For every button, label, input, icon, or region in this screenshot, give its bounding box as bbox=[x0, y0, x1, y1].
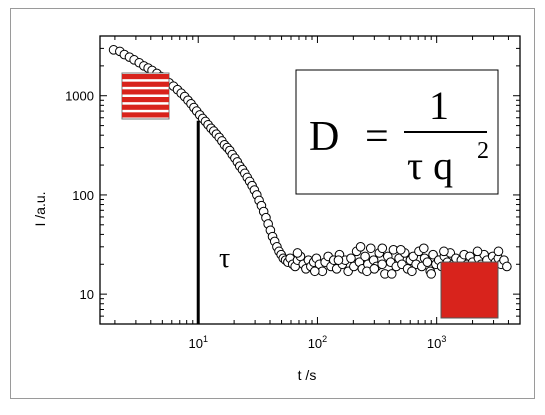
x-tick-label: 101 bbox=[188, 334, 207, 351]
x-axis-title: t /s bbox=[298, 367, 317, 383]
x-tick-label: 102 bbox=[308, 334, 327, 351]
stripe-frame bbox=[121, 72, 170, 120]
plot-border bbox=[99, 35, 521, 325]
data-point bbox=[426, 269, 437, 279]
chart-frame: 101 102 103 10 100 1000 τ D = 1 τ q 2 I /a.u.… bbox=[10, 8, 535, 399]
stripe bbox=[122, 104, 169, 110]
data-point bbox=[428, 249, 438, 260]
data-point bbox=[419, 243, 429, 254]
data-point bbox=[369, 264, 380, 274]
stripe bbox=[122, 112, 169, 118]
y-tick-label: 100 bbox=[72, 188, 94, 203]
stripe bbox=[122, 81, 169, 87]
axis-ticks: 101 102 103 10 100 1000 bbox=[65, 35, 521, 351]
y-tick-label: 10 bbox=[80, 287, 94, 302]
data-point bbox=[472, 246, 483, 257]
data-point bbox=[346, 253, 356, 264]
formula-exponent: 2 bbox=[477, 138, 489, 164]
data-point bbox=[377, 243, 388, 254]
data-point bbox=[365, 243, 376, 254]
data-point bbox=[360, 251, 370, 262]
data-point bbox=[407, 266, 417, 277]
x-tick-label: 103 bbox=[427, 334, 446, 351]
formula-box: D = 1 τ q 2 bbox=[295, 69, 499, 195]
data-point bbox=[493, 246, 504, 257]
formula-denominator: τ q bbox=[407, 143, 453, 188]
y-tick-label: 1000 bbox=[65, 89, 94, 104]
data-point bbox=[395, 244, 406, 255]
formula-numerator: 1 bbox=[429, 83, 449, 128]
data-point bbox=[309, 266, 320, 277]
data-point bbox=[377, 259, 387, 270]
plot-area: 101 102 103 10 100 1000 τ D = 1 τ q 2 I /a.u.… bbox=[32, 35, 521, 383]
tau-label: τ bbox=[219, 243, 230, 274]
formula-equals: = bbox=[365, 114, 389, 160]
data-point bbox=[355, 242, 366, 252]
striped-layers-icon bbox=[121, 72, 170, 120]
data-point bbox=[502, 261, 512, 272]
data-point bbox=[292, 248, 303, 258]
formula-lhs: D bbox=[309, 114, 339, 160]
data-point bbox=[333, 255, 344, 265]
data-point bbox=[422, 257, 433, 267]
y-axis-title: I /a.u. bbox=[32, 191, 48, 226]
data-point bbox=[439, 246, 449, 257]
solid-block-icon bbox=[440, 261, 499, 319]
stripe bbox=[122, 89, 169, 95]
stripe bbox=[122, 97, 169, 103]
stripe bbox=[122, 74, 169, 80]
data-point bbox=[386, 269, 397, 279]
